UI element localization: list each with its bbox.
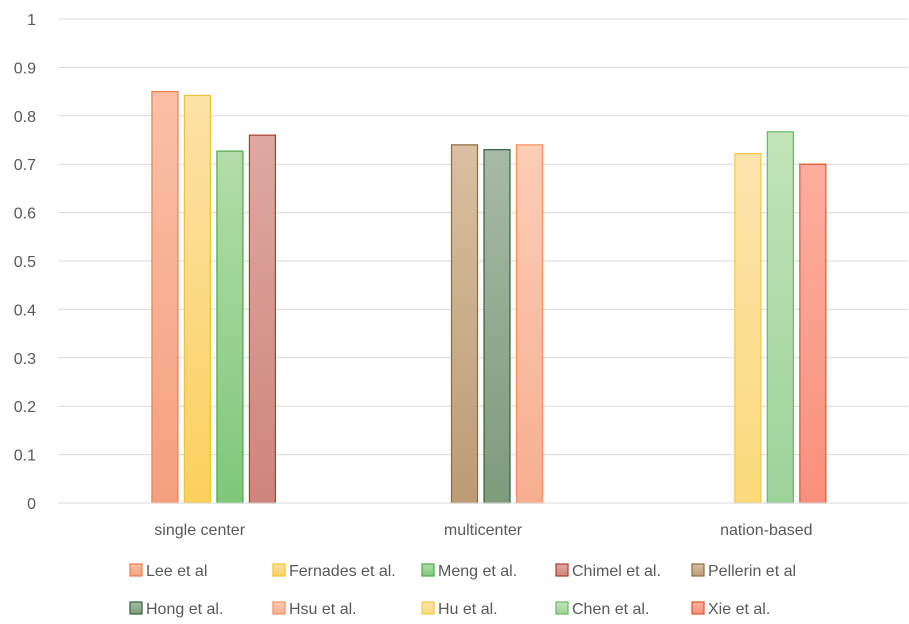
y-tick-label: 0.3 <box>14 351 36 368</box>
bars <box>151 90 827 504</box>
y-tick-label: 0.6 <box>14 206 36 223</box>
legend-item: Lee et al <box>129 563 207 580</box>
bar-single-center-chimel-et-al <box>248 134 277 504</box>
legend-item: Xie et al. <box>691 601 770 618</box>
legend-label: Hsu et al. <box>289 601 357 618</box>
legend-item: Pellerin et al <box>691 563 796 580</box>
x-category-label: nation-based <box>720 522 813 539</box>
y-tick-label: 0.7 <box>14 157 36 174</box>
x-axis-category-labels: single center multicenter nation-based <box>154 522 812 539</box>
y-tick-label: 0.8 <box>14 109 36 126</box>
legend-label: Meng et al. <box>438 563 517 580</box>
legend-label: Hong et al. <box>146 601 223 618</box>
bar-multicenter-hsu-et-al <box>515 144 544 504</box>
legend-item: Chimel et al. <box>555 563 661 580</box>
legend-item: Chen et al. <box>555 601 649 618</box>
y-tick-label: 0.5 <box>14 254 36 271</box>
legend-swatch <box>129 601 143 615</box>
bar-nation-based-hu-et-al <box>734 152 762 504</box>
legend-label: Lee et al <box>146 563 207 580</box>
bar-nation-based-xie-et-al <box>799 163 827 504</box>
legend-item: Hong et al. <box>129 601 223 618</box>
legend-item: Fernades et al. <box>272 563 396 580</box>
legend: Lee et al Fernades et al. Meng et al. Chime… <box>129 563 796 618</box>
bar-single-center-lee-et-al <box>151 90 179 504</box>
legend-swatch <box>129 563 143 577</box>
legend-swatch <box>421 563 435 577</box>
y-tick-label: 0 <box>27 496 36 513</box>
y-tick-label: 1 <box>27 12 36 29</box>
y-tick-label: 0.2 <box>14 399 36 416</box>
legend-label: Chimel et al. <box>572 563 661 580</box>
x-category-label: multicenter <box>444 522 523 539</box>
legend-swatch <box>272 563 286 577</box>
x-category-label: single center <box>154 522 245 539</box>
legend-swatch <box>691 601 705 615</box>
y-axis-tick-labels: 0 0.1 0.2 0.3 0.4 0.5 0.6 0.7 0.8 0.9 1 <box>14 12 36 513</box>
legend-label: Hu et al. <box>438 601 498 618</box>
legend-label: Pellerin et al <box>708 563 796 580</box>
legend-swatch <box>272 601 286 615</box>
y-tick-label: 0.4 <box>14 302 36 319</box>
legend-swatch <box>555 601 569 615</box>
legend-label: Xie et al. <box>708 601 770 618</box>
legend-label: Chen et al. <box>572 601 649 618</box>
legend-item: Meng et al. <box>421 563 517 580</box>
bar-single-center-meng-et-al <box>216 150 244 504</box>
legend-swatch <box>691 563 705 577</box>
legend-swatch <box>555 563 569 577</box>
y-tick-label: 0.9 <box>14 60 36 77</box>
bar-single-center-fernades-et-al <box>183 94 212 504</box>
legend-item: Hu et al. <box>421 601 498 618</box>
bar-multicenter-pellerin-et-al <box>450 144 479 504</box>
y-tick-label: 0.1 <box>14 448 36 465</box>
legend-swatch <box>421 601 435 615</box>
bar-nation-based-chen-et-al <box>766 131 794 504</box>
legend-label: Fernades et al. <box>289 563 396 580</box>
bar-multicenter-hong-et-al <box>483 149 511 504</box>
legend-item: Hsu et al. <box>272 601 357 618</box>
